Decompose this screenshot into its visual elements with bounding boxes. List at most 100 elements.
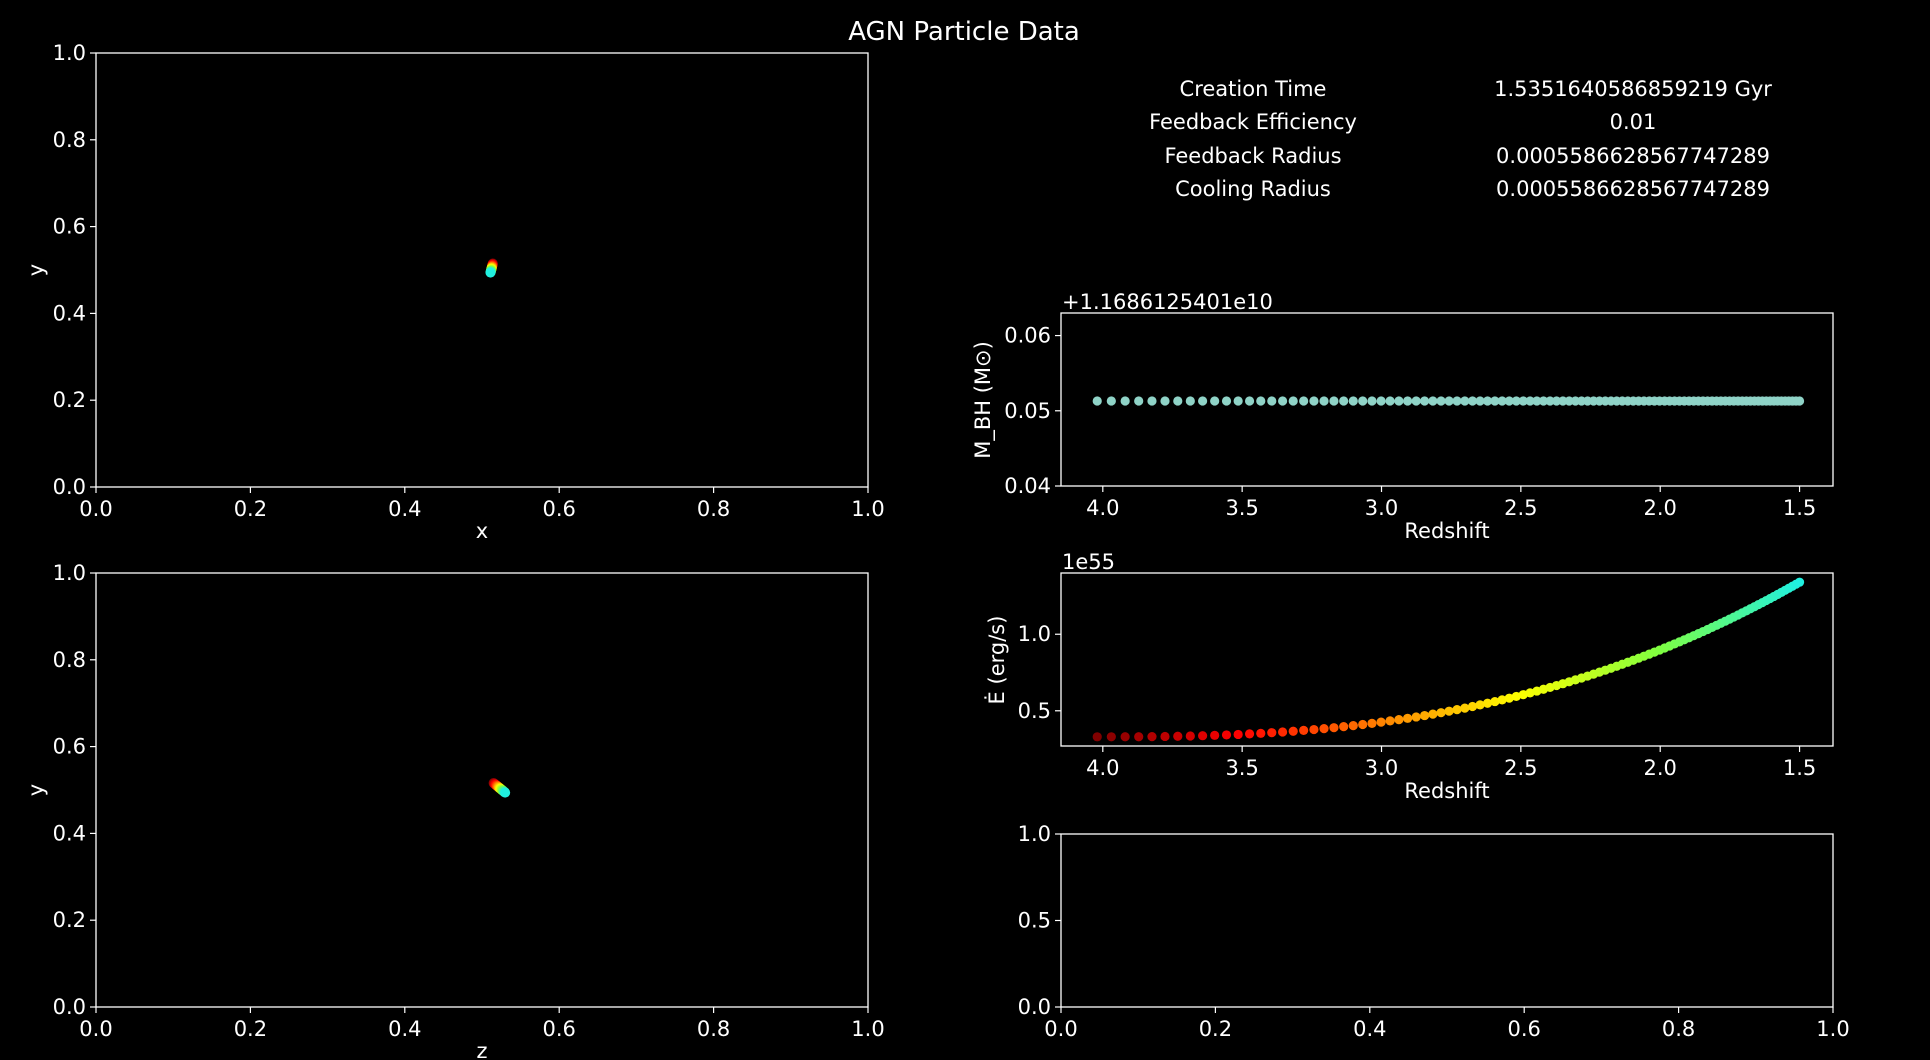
- x-tick-label: 0.4: [1353, 1017, 1386, 1041]
- data-point: [1444, 396, 1454, 406]
- panel-xy-frame: [95, 52, 869, 488]
- y-tick-label: 1.0: [1018, 822, 1051, 846]
- y-tick-label: 0.05: [1004, 399, 1051, 423]
- x-tick-label: 1.5: [1783, 756, 1816, 780]
- data-point: [1288, 396, 1298, 406]
- panel-xy-ylabel: y: [24, 264, 48, 276]
- data-point: [1794, 396, 1805, 406]
- x-tick-label: 0.4: [388, 497, 421, 521]
- data-point: [1385, 396, 1395, 406]
- y-tick-label: 0.0: [1018, 995, 1051, 1019]
- data-point: [500, 787, 511, 798]
- data-point: [1233, 729, 1243, 740]
- x-tick-label: 2.0: [1644, 496, 1677, 520]
- data-point: [1120, 396, 1130, 406]
- x-tick-label: 3.5: [1225, 496, 1258, 520]
- data-point: [1394, 396, 1404, 406]
- data-point: [1532, 396, 1542, 406]
- data-point: [1185, 396, 1195, 406]
- data-point: [1497, 695, 1507, 705]
- data-point: [1419, 710, 1430, 721]
- data-point: [1210, 730, 1220, 740]
- data-point: [1403, 396, 1413, 406]
- panel-empty-yticks: 0.0 0.5 1.0: [1018, 822, 1061, 1019]
- data-point: [1173, 396, 1183, 406]
- data-point: [1092, 396, 1102, 406]
- x-tick-label: 2.0: [1644, 756, 1677, 780]
- data-point: [1558, 396, 1568, 406]
- data-point: [1309, 396, 1319, 406]
- data-point: [1460, 703, 1470, 713]
- data-point: [1329, 396, 1339, 406]
- x-tick-label: 1.5: [1783, 496, 1816, 520]
- figure-title: AGN Particle Data: [848, 17, 1080, 47]
- data-point: [1511, 691, 1521, 702]
- data-point: [1329, 723, 1339, 733]
- y-tick-label: 0.04: [1004, 474, 1051, 498]
- panel-zy-xticks: 0.0 0.2 0.4 0.6 0.8 1.0: [79, 1007, 885, 1041]
- data-point: [1147, 732, 1157, 742]
- data-point: [1256, 396, 1266, 406]
- info-value: 1.5351640586859219 Gyr: [1494, 76, 1772, 101]
- data-point: [1385, 716, 1395, 726]
- data-point: [1467, 396, 1478, 406]
- x-tick-label: 3.0: [1365, 496, 1398, 520]
- data-point: [1244, 729, 1255, 739]
- x-tick-label: 0.6: [542, 497, 575, 521]
- data-point: [1419, 396, 1430, 406]
- data-point: [485, 267, 496, 278]
- x-tick-label: 0.8: [1662, 1017, 1695, 1041]
- panel-xy-yticks: 0.0 0.2 0.4 0.6 0.8 1.0: [53, 41, 96, 499]
- x-tick-label: 0.8: [697, 497, 730, 521]
- x-tick-label: 4.0: [1086, 496, 1119, 520]
- data-point: [1525, 396, 1535, 406]
- panel-edot-xlabel: Redshift: [1404, 779, 1489, 803]
- data-point: [1185, 731, 1195, 741]
- x-tick-label: 1.0: [1816, 1017, 1849, 1041]
- x-tick-label: 0.6: [542, 1017, 575, 1041]
- x-tick-label: 3.0: [1365, 756, 1398, 780]
- panel-xy-xticks: 0.0 0.2 0.4 0.6 0.8 1.0: [79, 487, 885, 521]
- panel-edot-points: [1092, 577, 1805, 742]
- data-point: [1299, 396, 1309, 406]
- info-row: Feedback Efficiency 0.01: [1100, 106, 1860, 140]
- panel-zy: 0.0 0.2 0.4 0.6 0.8 1.0 0.00.20.40.60.81.0 z …: [24, 561, 885, 1060]
- data-point: [1134, 396, 1144, 406]
- data-point: [1411, 712, 1421, 722]
- info-key: Feedback Radius: [1164, 143, 1342, 168]
- panel-zy-xlabel: z: [476, 1039, 487, 1060]
- data-point: [1244, 396, 1255, 406]
- data-point: [1504, 396, 1514, 406]
- x-tick-label: 0.0: [1044, 1017, 1077, 1041]
- y-tick-label: 0.06: [1004, 324, 1051, 348]
- data-point: [1497, 396, 1507, 406]
- data-point: [1339, 396, 1349, 406]
- y-tick-label: 0.6: [53, 735, 86, 759]
- x-tick-label: 0.6: [1507, 1017, 1540, 1041]
- data-point: [1267, 728, 1277, 738]
- y-tick-label: 0.0: [53, 995, 86, 1019]
- panel-zy-yticks: 0.0 0.2 0.4 0.6 0.8 1.0: [53, 561, 96, 1019]
- info-value: 0.01: [1609, 110, 1657, 135]
- data-point: [1160, 396, 1170, 406]
- y-tick-label: 0.5: [1018, 699, 1051, 723]
- data-point: [1452, 396, 1462, 406]
- data-point: [1348, 720, 1358, 731]
- panel-mass-frame: [1060, 312, 1834, 487]
- panel-edot: 4.0 3.5 3.0 2.5 2.0 1.5 0.51.0 1e55 Redshift …: [984, 550, 1834, 803]
- info-key: Creation Time: [1179, 76, 1327, 101]
- data-point: [1319, 724, 1329, 734]
- info-row: Feedback Radius 0.0005586628567747289: [1100, 139, 1860, 173]
- data-point: [1436, 708, 1446, 718]
- panel-xy-points: [485, 258, 498, 278]
- data-point: [1367, 396, 1377, 406]
- x-tick-label: 0.0: [79, 497, 112, 521]
- data-point: [1339, 722, 1349, 732]
- data-point: [1147, 396, 1157, 406]
- info-table: Creation Time 1.5351640586859219 Gyr Fee…: [1100, 72, 1860, 206]
- data-point: [1490, 696, 1500, 707]
- panel-mass-xticks: 4.0 3.5 3.0 2.5 2.0 1.5: [1086, 486, 1816, 520]
- data-point: [1120, 732, 1130, 742]
- data-point: [1299, 725, 1309, 736]
- panel-mass-xlabel: Redshift: [1404, 519, 1489, 543]
